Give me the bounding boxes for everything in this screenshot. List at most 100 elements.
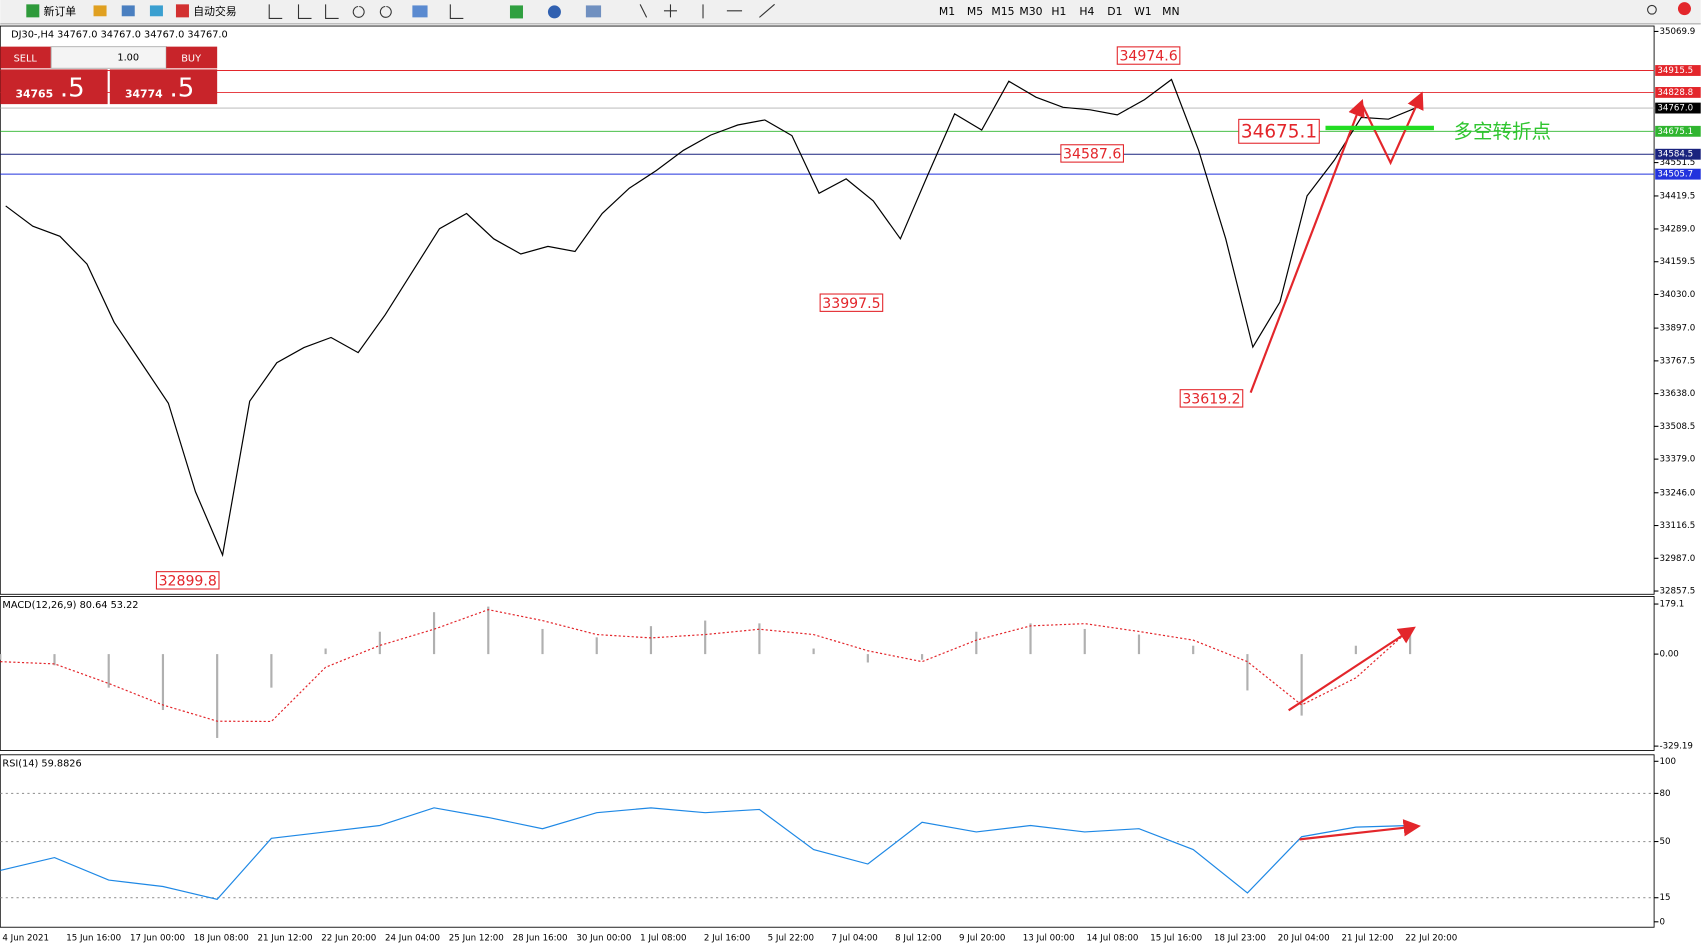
x-tick-label: 5 Jul 22:00 bbox=[768, 934, 814, 944]
search-icon[interactable] bbox=[1647, 4, 1657, 15]
x-tick-label: 21 Jul 12:00 bbox=[1342, 934, 1394, 944]
y-tick-label: 100 bbox=[1660, 757, 1677, 767]
lot-field[interactable] bbox=[50, 46, 167, 69]
x-tick-label: 17 Jun 00:00 bbox=[130, 934, 185, 944]
toolbar-items: 新订单 自动交易 M1 M5 M15 M30 H1 H4 D1 W1 MN bbox=[26, 2, 1691, 19]
lot-value[interactable]: 1.00 bbox=[117, 52, 139, 63]
buy-button[interactable] bbox=[166, 46, 218, 69]
rsi-title: RSI(14) 59.8826 bbox=[2, 758, 81, 769]
y-tick-label: 33246.0 bbox=[1660, 488, 1696, 498]
macd-bar bbox=[1354, 645, 1357, 655]
y-tick-label: 34030.0 bbox=[1660, 290, 1696, 300]
price-annotation-box bbox=[155, 571, 220, 590]
price-label: 34675.1 bbox=[1657, 127, 1693, 137]
macd-bar bbox=[487, 606, 490, 655]
buy-label[interactable]: BUY bbox=[181, 54, 201, 65]
timeframe-button[interactable]: M15 bbox=[991, 5, 1014, 18]
macd-bar bbox=[758, 623, 761, 655]
icon[interactable] bbox=[412, 5, 428, 18]
x-tick-label: 18 Jun 08:00 bbox=[194, 934, 249, 944]
y-tick-label: 33897.0 bbox=[1660, 324, 1696, 334]
price-label: 34915.5 bbox=[1657, 66, 1693, 76]
price-label-box bbox=[1655, 102, 1701, 114]
macd-pane bbox=[0, 596, 1655, 751]
macd-bar bbox=[324, 648, 327, 655]
macd-bar bbox=[378, 631, 381, 655]
x-tick-label: 15 Jun 16:00 bbox=[66, 934, 121, 944]
icon[interactable] bbox=[547, 5, 561, 19]
x-tick-label: 9 Jul 20:00 bbox=[959, 934, 1005, 944]
pivot-note: 多空转折点 bbox=[1453, 120, 1551, 143]
y-tick-label: 32987.0 bbox=[1660, 554, 1696, 564]
icon[interactable] bbox=[509, 5, 523, 19]
timeframe-button[interactable]: M1 bbox=[939, 5, 955, 18]
price-annotation-box bbox=[1179, 389, 1244, 408]
price-label: 34505.7 bbox=[1657, 170, 1693, 180]
price-label: 34828.8 bbox=[1657, 88, 1693, 98]
x-tick-label: 4 Jun 2021 bbox=[2, 934, 49, 944]
y-tick-label: 33379.0 bbox=[1660, 455, 1696, 465]
macd-bar bbox=[53, 654, 56, 666]
macd-bar bbox=[541, 628, 544, 655]
macd-bar bbox=[216, 654, 219, 738]
price-label: 34767.0 bbox=[1657, 104, 1693, 114]
sell-pips: .5 bbox=[60, 73, 85, 103]
price-annotation-box bbox=[1060, 144, 1124, 163]
y-tick-label: 33638.0 bbox=[1660, 389, 1696, 399]
x-tick-label: 28 Jun 16:00 bbox=[513, 934, 568, 944]
y-tick-label: -329.19 bbox=[1660, 742, 1693, 752]
toolbar-icons[interactable] bbox=[268, 3, 775, 19]
macd-bar bbox=[704, 620, 707, 655]
icon[interactable] bbox=[585, 5, 602, 18]
sell-label[interactable]: SELL bbox=[14, 54, 38, 65]
trade-panel: SELL 1.00 BUY 34765 .5 34774 .5 bbox=[0, 46, 218, 105]
x-tick-label: 2 Jul 16:00 bbox=[704, 934, 750, 944]
icon[interactable] bbox=[121, 5, 135, 17]
icon[interactable] bbox=[149, 5, 163, 17]
macd-bar bbox=[975, 631, 978, 655]
x-tick-label: 8 Jul 12:00 bbox=[895, 934, 941, 944]
price-label-box bbox=[1655, 148, 1701, 160]
new-order-icon[interactable] bbox=[26, 4, 40, 18]
auto-trade-icon[interactable] bbox=[175, 4, 189, 18]
sell-price: 34765 bbox=[15, 87, 53, 100]
macd-title: MACD(12,26,9) 80.64 53.22 bbox=[2, 600, 138, 611]
timeframe-button[interactable]: D1 bbox=[1107, 5, 1122, 18]
macd-bar bbox=[1246, 654, 1249, 691]
macd-bar bbox=[866, 654, 869, 663]
y-tick-label: 34419.5 bbox=[1660, 191, 1696, 201]
x-tick-label: 14 Jul 08:00 bbox=[1086, 934, 1138, 944]
timeframe-button[interactable]: M30 bbox=[1019, 5, 1042, 18]
macd-bar bbox=[1300, 654, 1303, 716]
price-label-box bbox=[1655, 125, 1701, 137]
macd-signal bbox=[0, 609, 1411, 723]
price-annotation: 34587.6 bbox=[1063, 147, 1121, 163]
price-annotation-box bbox=[1238, 118, 1320, 144]
y-tick-label: 34551.5 bbox=[1660, 158, 1696, 168]
timeframe-button[interactable]: W1 bbox=[1134, 5, 1152, 18]
y-tick-label: 0.00 bbox=[1660, 650, 1679, 660]
icon[interactable] bbox=[93, 5, 107, 17]
y-tick-label: 35069.9 bbox=[1660, 27, 1696, 37]
macd-bar bbox=[270, 654, 273, 688]
timeframe-button[interactable]: H1 bbox=[1051, 5, 1066, 18]
x-tick-label: 21 Jun 12:00 bbox=[258, 934, 313, 944]
y-tick-label: 15 bbox=[1660, 893, 1671, 903]
x-tick-label: 30 Jun 00:00 bbox=[576, 934, 631, 944]
price-annotation: 33619.2 bbox=[1182, 391, 1240, 407]
buy-price-box[interactable] bbox=[109, 69, 218, 105]
toolbar-button[interactable]: 新订单 bbox=[44, 4, 77, 18]
price-annotation: 33997.5 bbox=[822, 296, 880, 312]
sell-price-box[interactable] bbox=[0, 69, 108, 105]
toolbar-button[interactable]: 自动交易 bbox=[193, 4, 236, 18]
sell-button[interactable] bbox=[0, 46, 52, 69]
notification-icon[interactable] bbox=[1677, 2, 1691, 16]
timeframe-button[interactable]: M5 bbox=[967, 5, 983, 18]
y-tick-label: 33116.5 bbox=[1660, 521, 1696, 531]
timeframe-button[interactable]: MN bbox=[1162, 5, 1179, 18]
macd-bar bbox=[107, 654, 110, 688]
arrow bbox=[1288, 626, 1416, 712]
arrow bbox=[1360, 91, 1424, 166]
timeframe-button[interactable]: H4 bbox=[1079, 5, 1094, 18]
